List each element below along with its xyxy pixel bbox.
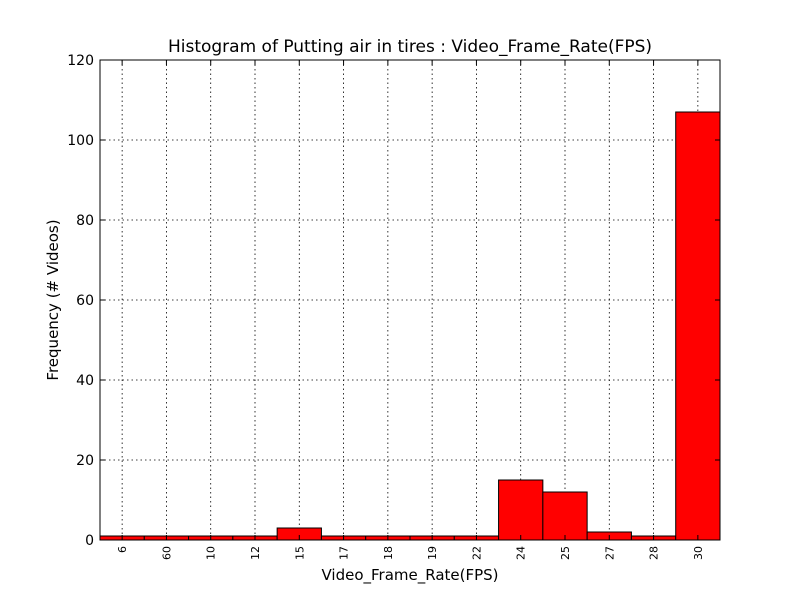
x-axis-label: Video_Frame_Rate(FPS) bbox=[321, 566, 498, 585]
x-tick-label: 12 bbox=[249, 546, 262, 560]
y-tick-label: 0 bbox=[85, 533, 94, 549]
x-tick-label: 25 bbox=[559, 546, 572, 560]
bar-25 bbox=[542, 491, 588, 541]
x-tick-label: 19 bbox=[426, 546, 439, 560]
grid-lines bbox=[100, 60, 720, 540]
y-tick-label: 80 bbox=[76, 213, 94, 229]
y-axis-label: Frequency (# Videos) bbox=[44, 219, 62, 380]
chart-title: Histogram of Putting air in tires : Vide… bbox=[168, 37, 652, 57]
x-tick-label: 17 bbox=[338, 546, 351, 560]
y-tick-label: 120 bbox=[67, 53, 94, 69]
x-tick-label: 10 bbox=[205, 546, 218, 560]
x-tick-label: 6 bbox=[116, 546, 129, 553]
x-tick-label: 22 bbox=[470, 546, 483, 560]
bar-24 bbox=[498, 479, 544, 541]
y-tick-label: 60 bbox=[76, 293, 94, 309]
x-tick-label: 27 bbox=[603, 546, 616, 560]
x-tick-label: 60 bbox=[160, 546, 173, 560]
y-tick-label: 100 bbox=[67, 133, 94, 149]
y-tick-label: 20 bbox=[76, 453, 94, 469]
x-tick-label: 24 bbox=[515, 546, 528, 560]
bar-30 bbox=[675, 111, 721, 541]
x-tick-label: 28 bbox=[648, 546, 661, 560]
y-axis-ticks: 0 20 40 60 80 100 120 bbox=[67, 53, 720, 549]
y-tick-label: 40 bbox=[76, 373, 94, 389]
x-tick-label: 30 bbox=[692, 546, 705, 560]
x-axis-ticks: 6 60 10 12 15 17 18 19 22 24 25 27 28 30 bbox=[116, 60, 705, 560]
x-tick-label: 18 bbox=[382, 546, 395, 560]
x-tick-label: 15 bbox=[293, 546, 306, 560]
